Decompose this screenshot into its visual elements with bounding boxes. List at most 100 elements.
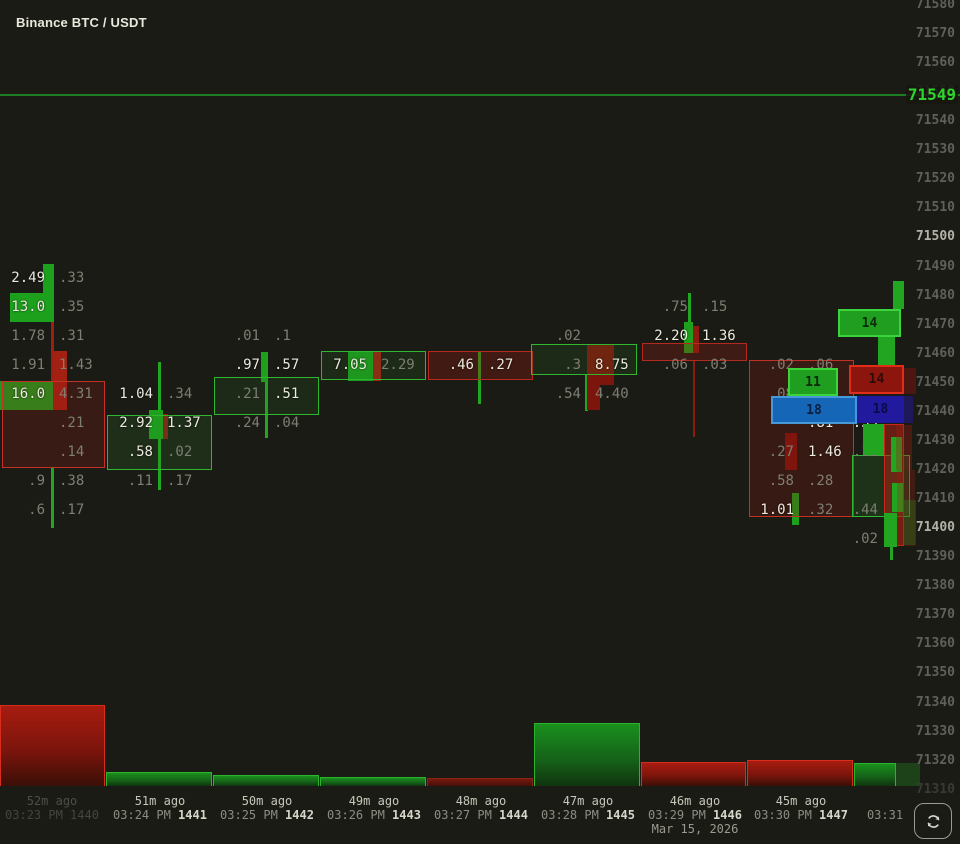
time-clock-label: 03:30 PM 1447 [736,808,866,822]
candle8-ask-71430: 1.46 [808,444,842,460]
time-value: 03:29 PM [648,808,706,822]
time-clock-label: 03:31 [820,808,950,822]
candle8-ask-71410: .32 [808,502,834,518]
volume-bar [534,723,640,786]
candle6-ask-71460: 8.75 [595,357,629,373]
candle4-ask-bar [373,352,381,381]
volume-bar [641,762,746,786]
candle4-bid-71460: 7.05 [333,357,367,373]
candle7-body [642,343,747,361]
price-tick-label: 71570 [915,26,955,41]
bar-index: 1444 [491,808,528,822]
price-tick-label: 71510 [915,200,955,215]
block-blue-18-label: 18 [806,402,822,418]
block-navy-18-label: 18 [872,402,889,417]
candle2-ask-bar [163,414,168,439]
candle1-ask-71470: .31 [59,328,85,344]
price-tick-label: 71560 [915,55,955,70]
time-clock-label: 03:27 PM 1444 [416,808,546,822]
candle9-green-bar-71430 [863,424,884,455]
price-tick-label: 71580 [915,0,955,12]
candle3-green-wick [265,352,268,438]
candle1-ask-71460: 1.43 [59,357,93,373]
candle8-ask-bar [785,433,797,470]
candle3-ask-71450: .51 [274,386,300,402]
refresh-icon [924,812,943,831]
gutter-faded-green [904,500,916,545]
candle1-ask-71440: .21 [59,415,85,431]
bar-index: 1442 [277,808,314,822]
candle1-bid-71420: .9 [28,473,45,489]
volume-bar [747,760,853,786]
bar-index: 1446 [705,808,742,822]
candle3-ask-71460: .57 [274,357,300,373]
candle5-ask-71460: .27 [488,357,514,373]
candle6-bid-71470: .02 [555,328,581,344]
price-tick-label: 71520 [915,171,955,186]
time-ago-label: 47m ago [562,794,614,808]
volume-bar [106,772,212,786]
candle1-body [2,381,105,468]
candle6-ask-bar [587,344,614,385]
time-ago-label: 50m ago [241,794,293,808]
time-axis-label: 45m ago 03:30 PM 1447 [736,794,866,822]
price-tick-label: 71450 [915,375,955,390]
time-value: 03:23 PM [5,808,63,822]
bar-index: 1443 [384,808,421,822]
candle9-green-bar-71480 [893,281,904,309]
candle1-bid-71410: .6 [28,502,45,518]
candle7-bid-71460: .06 [662,357,688,373]
price-tick-label: 71320 [915,753,955,768]
time-value: 03:27 PM [434,808,492,822]
time-value: 03:25 PM [220,808,278,822]
candle7-green-wick [688,293,691,343]
candle6-bid-71450: .54 [555,386,581,402]
block-red-14: 14 [849,365,904,394]
block-green-14: 14 [838,309,901,337]
candle7-ask-71470: 1.36 [702,328,736,344]
candle9-green-bar-a [891,437,902,472]
candle3-body [214,377,319,415]
candle3-bid-71470: .01 [234,328,260,344]
block-green-11-label: 11 [805,374,821,390]
price-tick-label: 71410 [915,491,955,506]
time-axis-label: 49m ago 03:26 PM 1443 [309,794,439,822]
candle5-bid-71460: .46 [448,357,474,373]
price-tick-label: 71340 [915,695,955,710]
gutter-faded-red-b [896,425,912,470]
time-axis-label: 52m ago 03:23 PM 1440 [0,794,117,822]
candle3-ask-71440: .04 [274,415,300,431]
refresh-button[interactable] [914,803,952,839]
candle5-green-wick [478,351,481,404]
candle2-bid-bar [149,410,163,439]
candle6-body [531,344,637,375]
candle1-ask-bar [53,351,67,410]
volume-bar [427,778,533,786]
block-green-11: 11 [788,368,838,396]
price-tick-label: 71390 [915,549,955,564]
candle1-red-wick [51,264,54,381]
candle8-bid-71410: 1.01 [760,502,794,518]
time-ago-label: 48m ago [455,794,507,808]
date-label: Mar 15, 2026 [651,822,739,836]
candle1-ask-71430: .14 [59,444,85,460]
time-value: 03:28 PM [541,808,599,822]
time-axis-label: 46m ago 03:29 PM 1446 Mar 15, 2026 [630,794,760,836]
time-clock-label: 03:26 PM 1443 [309,808,439,822]
candle3-bid-71460: .97 [234,357,260,373]
candle3-bid-71440: .24 [234,415,260,431]
price-tick-label: 71360 [915,636,955,651]
time-ago-label: 45m ago [775,794,827,808]
time-ago-label: 49m ago [348,794,400,808]
symbol-title: Binance BTC / USDT [16,15,147,30]
volume-bar [896,763,920,786]
candle1-ask-71450: 4.31 [59,386,93,402]
price-tick-label: 71310 [915,782,955,797]
candle1-bid-71490: 2.49 [11,270,45,286]
time-value: 03:26 PM [327,808,385,822]
price-tick-label: 71330 [915,724,955,739]
current-price-label: 71549 [905,85,958,104]
candle4-bid-bar [348,352,373,381]
